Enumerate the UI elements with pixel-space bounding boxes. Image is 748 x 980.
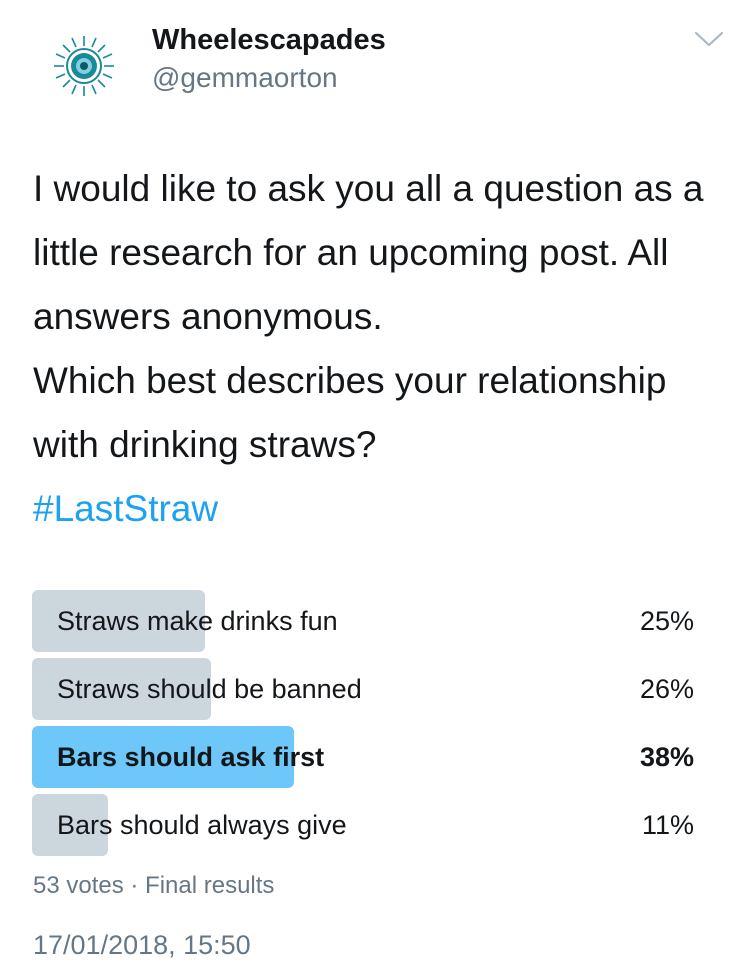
tweet-header: Wheelescapades @gemmaorton [0,0,748,120]
poll-option-label: Bars should always give [57,810,347,840]
poll-option-percent: 11% [641,810,694,840]
poll-option: Straws should be banned 26% [32,658,696,720]
hashtag-link[interactable]: #LastStraw [33,488,219,529]
poll-result-bar [32,590,205,652]
avatar[interactable] [52,34,116,98]
author-display-name[interactable]: Wheelescapades [152,24,386,56]
poll: Straws make drinks fun 25% Straws should b… [32,590,696,862]
author-handle[interactable]: @gemmaorton [152,62,338,93]
tweet-paragraph-intro: I would like to ask you all a question a… [33,168,704,337]
poll-option-percent: 26% [639,674,694,704]
poll-result-bar [32,726,294,788]
tweet-question-text: Which best describes your relationship w… [33,360,667,465]
poll-vote-summary: 53 votes · Final results [33,872,275,899]
circular-seal-logo-avatar [54,36,114,96]
tweet-paragraph-question: Which best describes your relationship w… [33,349,723,541]
poll-option: Straws make drinks fun 25% [32,590,696,652]
poll-option-label: Straws make drinks fun [57,606,338,636]
poll-option: Bars should always give 11% [32,794,696,856]
poll-option-percent: 38% [639,742,694,772]
poll-result-bar [32,658,211,720]
poll-option-percent: 25% [639,606,694,636]
tweet-text: I would like to ask you all a question a… [33,157,723,541]
tweet-timestamp[interactable]: 17/01/2018, 15:50 [33,930,251,960]
poll-option-label: Straws should be banned [57,674,362,704]
poll-option: Bars should ask first 38% [32,726,696,788]
chevron-down-icon[interactable] [694,28,724,50]
poll-result-bar [32,794,108,856]
poll-option-label: Bars should ask first [57,742,325,772]
